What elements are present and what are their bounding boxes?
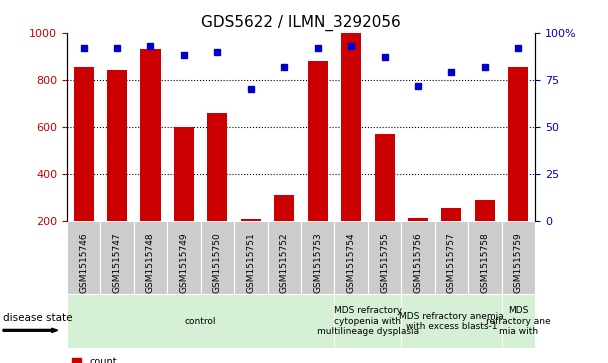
Text: GSM1515757: GSM1515757 xyxy=(447,232,456,293)
Bar xyxy=(475,200,495,221)
Text: control: control xyxy=(185,317,216,326)
Text: GSM1515748: GSM1515748 xyxy=(146,232,155,293)
Bar xyxy=(67,221,100,294)
Bar xyxy=(201,221,234,294)
Text: GSM1515752: GSM1515752 xyxy=(280,232,289,293)
Bar xyxy=(134,221,167,294)
Bar xyxy=(401,294,502,348)
Text: GSM1515750: GSM1515750 xyxy=(213,232,222,293)
Text: GSM1515747: GSM1515747 xyxy=(112,232,122,293)
Bar xyxy=(100,221,134,294)
Text: MDS refractory
cytopenia with
multilineage dysplasia: MDS refractory cytopenia with multilinea… xyxy=(317,306,419,336)
Bar xyxy=(502,294,535,348)
Bar xyxy=(375,134,395,221)
Text: GSM1515754: GSM1515754 xyxy=(347,232,356,293)
Bar xyxy=(67,294,334,348)
Text: GSM1515753: GSM1515753 xyxy=(313,232,322,293)
Title: GDS5622 / ILMN_3292056: GDS5622 / ILMN_3292056 xyxy=(201,15,401,31)
Text: GSM1515749: GSM1515749 xyxy=(179,232,188,293)
Text: GSM1515758: GSM1515758 xyxy=(480,232,489,293)
Text: GSM1515751: GSM1515751 xyxy=(246,232,255,293)
Bar xyxy=(401,221,435,294)
Bar xyxy=(234,221,268,294)
Bar xyxy=(140,49,161,221)
Text: MDS
refractory ane
mia with: MDS refractory ane mia with xyxy=(486,306,551,336)
Bar xyxy=(441,208,461,221)
Bar xyxy=(241,219,261,221)
Bar xyxy=(502,221,535,294)
Bar xyxy=(368,221,401,294)
Bar xyxy=(408,218,428,221)
Bar xyxy=(334,221,368,294)
Bar xyxy=(301,221,334,294)
Bar xyxy=(107,70,127,221)
Bar xyxy=(207,113,227,221)
Bar xyxy=(334,294,401,348)
Bar xyxy=(74,67,94,221)
Text: GSM1515759: GSM1515759 xyxy=(514,232,523,293)
Text: disease state: disease state xyxy=(3,313,72,323)
Text: MDS refractory anemia
with excess blasts-1: MDS refractory anemia with excess blasts… xyxy=(399,311,504,331)
Bar xyxy=(174,127,194,221)
Text: GSM1515756: GSM1515756 xyxy=(413,232,423,293)
Bar xyxy=(341,33,361,221)
Text: GSM1515746: GSM1515746 xyxy=(79,232,88,293)
Bar xyxy=(308,61,328,221)
Bar xyxy=(274,195,294,221)
Legend: count, percentile rank within the sample: count, percentile rank within the sample xyxy=(72,357,254,363)
Bar xyxy=(268,221,301,294)
Text: GSM1515755: GSM1515755 xyxy=(380,232,389,293)
Bar xyxy=(167,221,201,294)
Bar xyxy=(468,221,502,294)
Bar xyxy=(508,67,528,221)
Bar xyxy=(435,221,468,294)
